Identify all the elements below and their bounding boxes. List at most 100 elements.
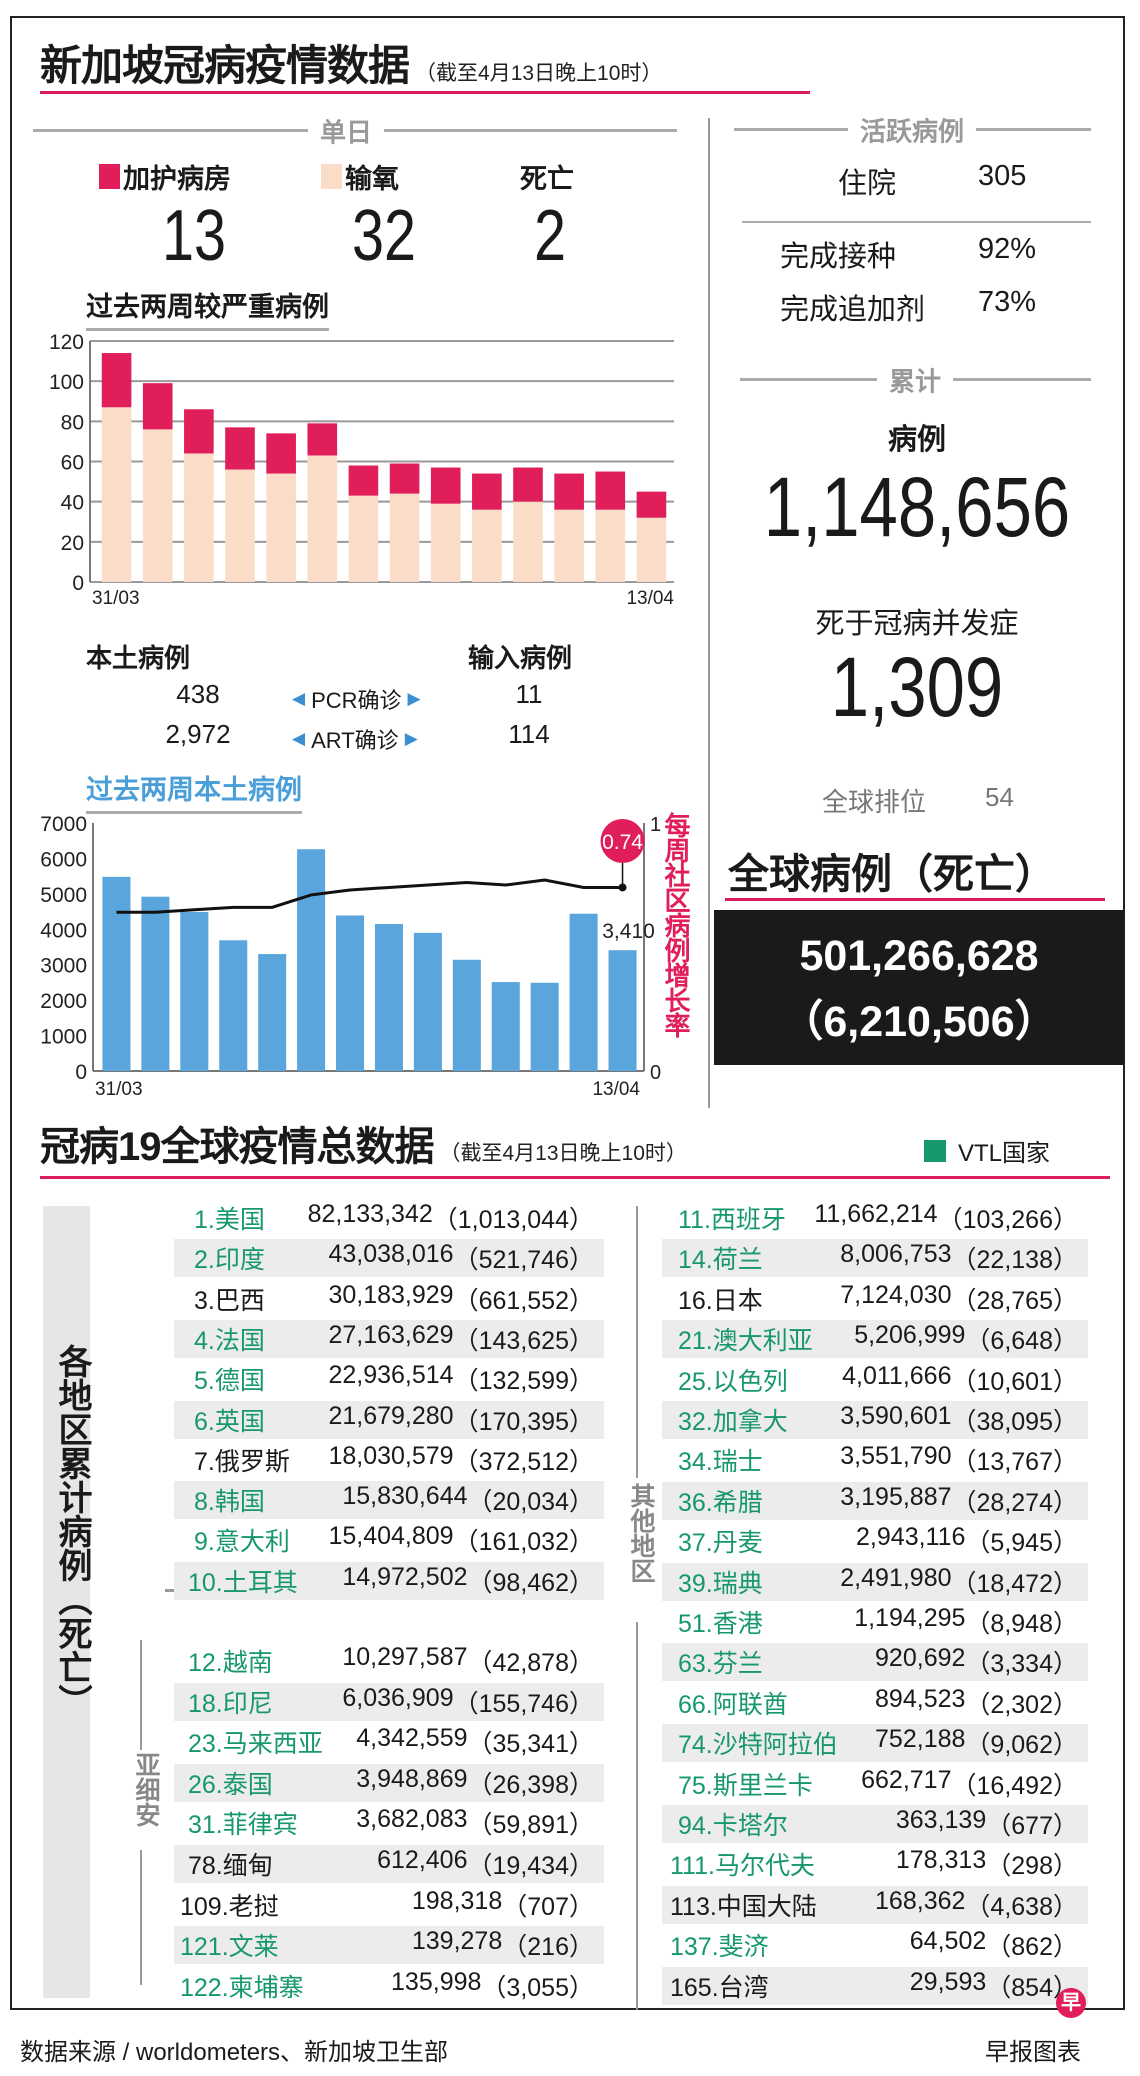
side-label: 各地区累计病例（死亡） (53, 1344, 91, 1718)
country-name: 21.澳大利亚 (678, 1327, 813, 1356)
country-row: 34.瑞士 3,551,79013,767 (662, 1441, 1088, 1479)
country-deaths: 59,891 (468, 1805, 595, 1841)
local-case-bar (258, 954, 287, 1071)
country-name: 66.阿联酋 (678, 1690, 788, 1719)
country-row: 1.美国 82,133,3421,013,044 (174, 1199, 604, 1237)
country-cases: 198,318 (411, 1886, 503, 1915)
country-deaths: 22,138 (952, 1240, 1079, 1276)
chart-credit: 早报图表 (985, 2039, 1081, 2066)
icu-bar (101, 353, 132, 408)
country-cases: 30,183,929 (328, 1280, 454, 1309)
asean-line-bottom (140, 1850, 142, 1985)
global-timestamp: （截至4月13日晚上10时） (439, 1142, 687, 1165)
country-name: 36.希腊 (678, 1488, 763, 1517)
country-row: 18.印尼 6,036,909155,746 (174, 1682, 604, 1721)
country-name: 51.香港 (678, 1610, 763, 1638)
country-row: 11.西班牙 11,662,214103,266 (662, 1199, 1088, 1237)
country-deaths: 170,395 (454, 1402, 594, 1438)
cumulative-deaths-label: 死于冠病并发症 (815, 608, 1019, 640)
country-name: 121.文莱 (180, 1933, 279, 1962)
art-row: ◀ ART确诊 ▶ (292, 723, 418, 755)
country-row: 10.土耳其 14,972,50298,462 (174, 1561, 604, 1600)
country-deaths: 28,274 (952, 1483, 1079, 1519)
side-label-box: 各地区累计病例（死亡） (43, 1206, 91, 1998)
country-name: 39.瑞典 (678, 1569, 763, 1598)
hospital-label: 住院 (838, 168, 897, 200)
country-figures: 15,404,809161,032 (328, 1522, 594, 1558)
country-deaths: 28,765 (952, 1281, 1079, 1317)
local-pcr-value: 438 (176, 679, 220, 709)
country-cases: 5,206,999 (854, 1321, 966, 1350)
country-name: 9.意大利 (194, 1528, 290, 1557)
country-row: 36.希腊 3,195,88728,274 (662, 1481, 1088, 1520)
country-deaths: 707 (502, 1887, 594, 1923)
country-cases: 1,194,295 (854, 1604, 966, 1632)
x-tick-label: 13/04 (626, 588, 674, 609)
country-cases: 7,124,030 (840, 1280, 952, 1309)
oxygen-bar (101, 407, 132, 582)
oxygen-bar (472, 509, 502, 582)
global-title-text: 冠病19全球疫情总数据 (40, 1125, 434, 1169)
country-figures: 18,030,579372,512 (328, 1442, 594, 1478)
local-case-bar (530, 982, 559, 1071)
imported-pcr-value: 11 (515, 679, 543, 709)
country-figures: 178,313298 (896, 1846, 1078, 1882)
icu-bar (554, 473, 584, 510)
oxygen-bar (266, 473, 296, 582)
country-row: 6.英国 21,679,280170,395 (174, 1400, 604, 1439)
world-rank-label: 全球排位 (822, 787, 927, 817)
vtl-swatch-icon (924, 1139, 946, 1162)
country-deaths: 13,767 (952, 1442, 1079, 1478)
country-deaths: 3,334 (965, 1644, 1078, 1680)
country-cases: 178,313 (895, 1846, 987, 1875)
oxygen-swatch-icon (321, 164, 342, 189)
country-figures: 4,011,66610,601 (842, 1362, 1078, 1398)
country-name: 10.土耳其 (188, 1568, 298, 1597)
right-tick-label: 0 (650, 1062, 661, 1084)
data-source: 数据来源 / worldometers、新加坡卫生部 (20, 2039, 449, 2066)
country-figures: 198,318707 (412, 1887, 594, 1923)
daily-heading: 单日 (307, 112, 385, 150)
title-underline (40, 91, 810, 94)
country-figures: 64,502862 (910, 1927, 1078, 1963)
global-total-box: 501,266,628 （6,210,506） (714, 910, 1124, 1065)
oxygen-label: 输氧 (345, 164, 399, 194)
oxygen-bar (307, 455, 338, 582)
local-chart-title: 过去两周本土病例 (86, 768, 302, 814)
x-tick-label: 31/03 (92, 588, 140, 609)
country-row: 23.马来西亚 4,342,55935,341 (174, 1723, 604, 1761)
country-name: 12.越南 (188, 1649, 273, 1677)
country-row: 2.印度 43,038,016521,746 (174, 1239, 604, 1278)
country-deaths: 18,472 (952, 1564, 1079, 1600)
country-cases: 135,998 (391, 1967, 482, 1996)
legend-icu: 加护病房 (99, 157, 231, 196)
y-tick-label: 60 (61, 452, 84, 475)
country-name: 75.斯里兰卡 (678, 1771, 813, 1800)
severe-cases-chart: 0 20 40 60 80 100 120 31/03 13/04 (49, 331, 674, 609)
country-name: 74.沙特阿拉伯 (678, 1731, 838, 1760)
country-row: 51.香港 1,194,2958,948 (662, 1603, 1088, 1641)
country-cases: 139,278 (411, 1927, 503, 1956)
country-figures: 168,3624,638 (875, 1887, 1078, 1923)
icu-value: 13 (161, 196, 227, 276)
asean-line-top (140, 1640, 142, 1750)
global-deaths-value: （6,210,506） (780, 998, 1058, 1046)
pcr-row: ◀ PCR确诊 ▶ (292, 683, 421, 715)
icu-bar (513, 467, 543, 502)
country-deaths: 2,302 (965, 1685, 1078, 1721)
country-row: 3.巴西 30,183,929661,552 (174, 1280, 604, 1318)
country-row: 31.菲律宾 3,682,08359,891 (174, 1804, 604, 1842)
others-line-bottom (636, 1622, 638, 2010)
oxygen-bar (636, 517, 667, 582)
country-name: 23.马来西亚 (188, 1730, 323, 1759)
country-row: 4.法国 27,163,629143,625 (174, 1319, 604, 1358)
booster-value: 73% (978, 286, 1037, 318)
country-figures: 10,297,58742,878 (342, 1643, 594, 1679)
country-figures: 14,972,50298,462 (342, 1563, 594, 1599)
country-row: 21.澳大利亚 5,206,9996,648 (662, 1320, 1088, 1359)
oxygen-bar (142, 429, 173, 582)
country-figures: 29,593854 (910, 1968, 1078, 2004)
country-name: 8.韩国 (194, 1488, 265, 1517)
booster-label: 完成追加剂 (780, 294, 926, 326)
country-deaths: 38,095 (952, 1402, 1079, 1438)
